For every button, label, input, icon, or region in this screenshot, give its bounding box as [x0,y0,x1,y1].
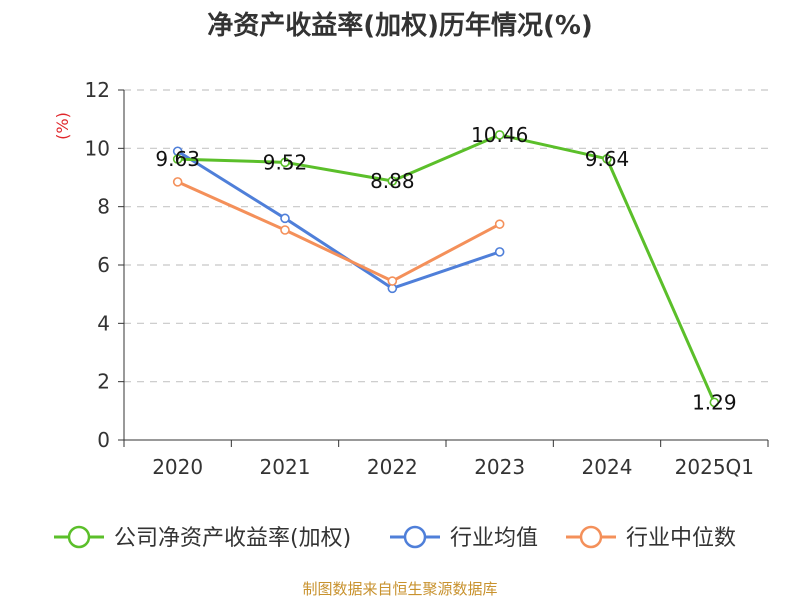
data-point-industry_median [387,276,398,286]
x-tick-label: 2025Q1 [675,455,754,479]
x-tick-label: 2024 [582,455,633,479]
legend-marker-icon [579,525,603,549]
data-point-industry_median [172,177,183,187]
legend-item-industry_avg: 行业均值 [390,525,538,551]
data-label: 9.52 [263,150,308,174]
legend: 公司净资产收益率(加权) 行业均值 行业中位数 [54,525,736,551]
data-point-industry_median [494,219,505,229]
x-tick-label: 2022 [367,455,418,479]
legend-label: 行业中位数 [626,526,736,551]
data-point-company [494,130,505,140]
source-note: 制图数据来自恒生聚源数据库 [302,580,497,598]
legend-item-industry_median: 行业中位数 [566,525,736,551]
series-line-company [177,133,716,403]
legend-marker-icon [403,525,427,549]
data-point-company [709,397,720,408]
axes: 0 2 4 6 8 10 12 2020 2021 2022 2023 2024 2025Q1 [85,78,769,479]
series-line-industry_avg [176,149,501,290]
data-labels: 9.63 9.52 8.88 10.46 9.64 1.29 [155,123,736,414]
legend-item-company: 公司净资产收益率(加权) [54,525,351,551]
y-axis-unit-label: (%) [53,112,72,140]
data-point-industry_avg [280,213,290,224]
data-point-company [172,154,183,164]
legend-label: 行业均值 [450,526,538,551]
y-tick-label: 0 [97,428,110,452]
data-label: 8.88 [370,169,415,193]
data-label: 9.64 [585,147,630,171]
y-tick-label: 8 [97,195,110,219]
data-label: 10.46 [471,123,528,147]
data-point-company [387,176,398,186]
x-tick-label: 2021 [260,455,311,479]
data-label: 9.63 [155,147,200,171]
y-tick-label: 2 [97,370,110,394]
data-label: 1.29 [692,390,737,414]
y-tick-label: 6 [97,253,110,277]
data-point-company [280,157,290,168]
grid-lines [124,89,768,383]
y-tick-label: 12 [85,78,110,102]
legend-marker-icon [67,525,91,549]
chart-title: 净资产收益率(加权)历年情况(%) [207,10,593,41]
series-line-industry_median [177,180,501,283]
data-point-company [602,154,612,164]
x-tick-label: 2023 [474,455,525,479]
y-tick-label: 10 [85,136,110,160]
data-point-industry_median [280,225,290,235]
y-tick-label: 4 [97,311,110,335]
data-point-industry_avg [494,247,505,257]
legend-label: 公司净资产收益率(加权) [114,526,351,551]
x-tick-label: 2020 [152,455,203,479]
series-layer [172,130,720,408]
